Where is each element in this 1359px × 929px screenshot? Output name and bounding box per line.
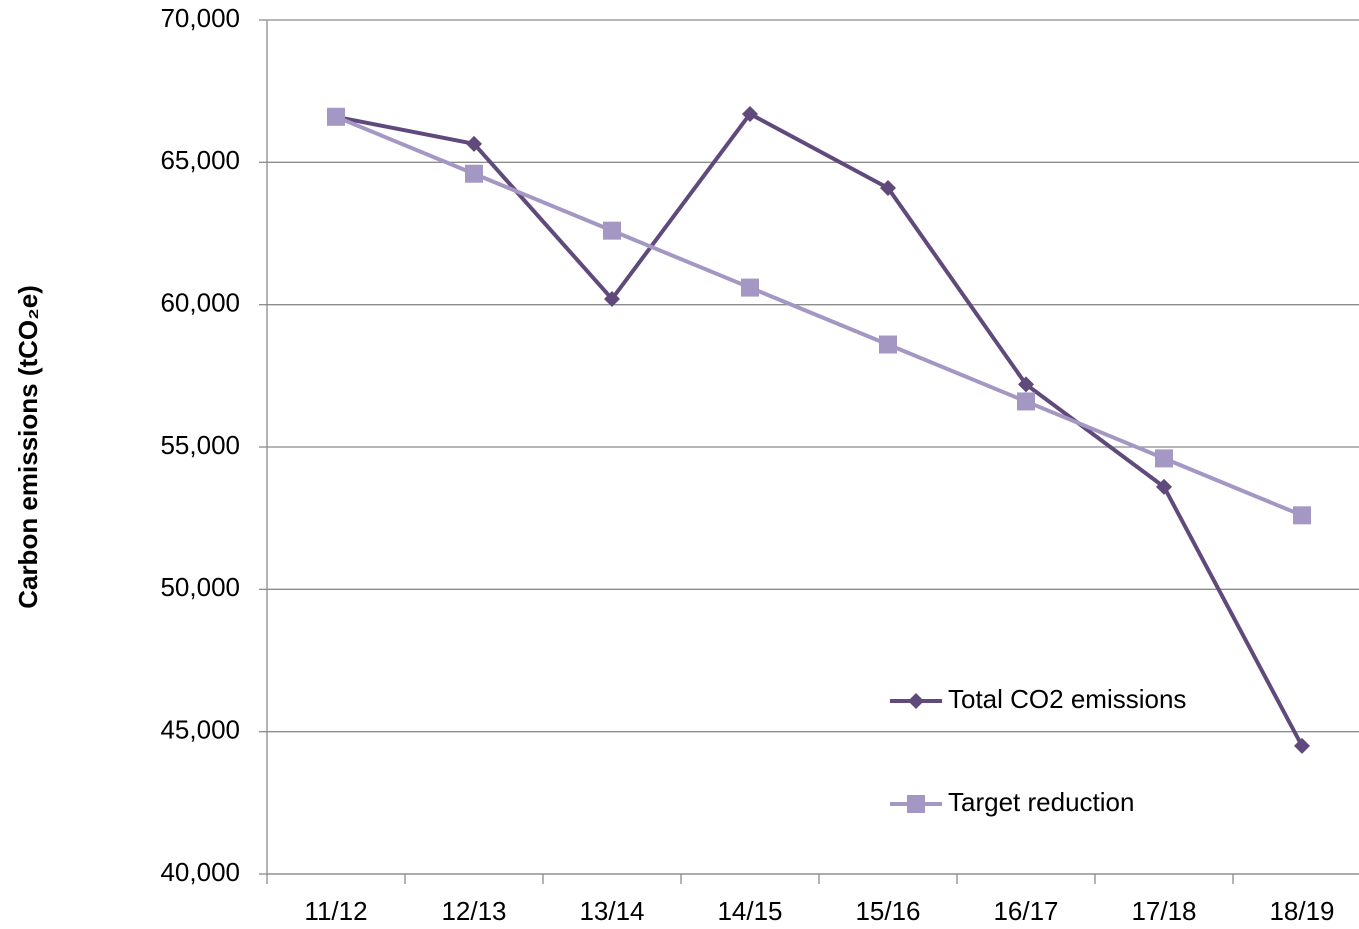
marker (1155, 449, 1173, 468)
marker (908, 693, 924, 709)
legend-label: Total CO2 emissions (948, 684, 1186, 714)
marker (879, 335, 897, 354)
x-tick-label: 11/12 (304, 896, 367, 926)
marker (741, 278, 759, 297)
x-tick-label: 17/18 (1131, 896, 1196, 926)
marker (1293, 506, 1311, 525)
x-tick-label: 14/15 (717, 896, 782, 926)
series-line (335, 114, 1303, 518)
marker (880, 179, 896, 196)
y-tick-label: 50,000 (160, 572, 240, 602)
marker (907, 795, 925, 813)
legend-label: Target reduction (948, 787, 1134, 817)
y-tick-label: 45,000 (160, 715, 240, 745)
marker (465, 164, 483, 183)
x-tick-label: 18/19 (1269, 896, 1334, 926)
marker (327, 107, 345, 126)
y-tick-label: 65,000 (160, 145, 240, 175)
marker (604, 290, 620, 307)
marker (1018, 376, 1034, 393)
marker (466, 135, 482, 152)
y-tick-label: 70,000 (160, 3, 240, 33)
x-tick-label: 12/13 (441, 896, 506, 926)
marker (1294, 737, 1310, 754)
x-tick-label: 16/17 (993, 896, 1058, 926)
marker (603, 221, 621, 240)
y-axis-label: Carbon emissions (tCO₂e) (13, 285, 43, 609)
marker (742, 105, 758, 122)
y-tick-label: 55,000 (160, 430, 240, 460)
marker (1156, 478, 1172, 495)
series-line (335, 111, 1304, 747)
y-tick-label: 60,000 (160, 288, 240, 318)
x-tick-label: 13/14 (579, 896, 644, 926)
x-tick-label: 15/16 (855, 896, 920, 926)
y-tick-label: 40,000 (160, 857, 240, 887)
marker (1017, 392, 1035, 411)
